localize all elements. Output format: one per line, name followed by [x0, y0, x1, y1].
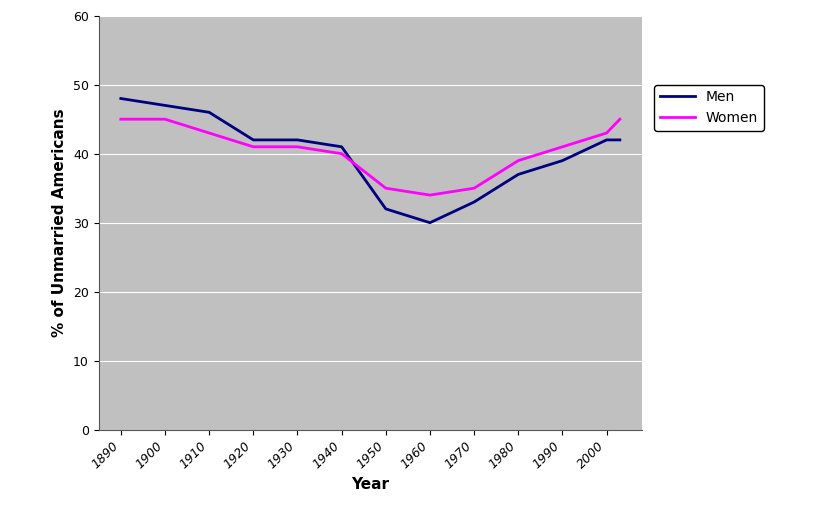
Men: [514, 171, 523, 178]
Men: [249, 137, 258, 143]
Women: [469, 185, 479, 191]
Women: [381, 185, 391, 191]
Men: [469, 199, 479, 205]
Men: [116, 95, 126, 102]
Women: [160, 116, 170, 123]
Legend: Men, Women: Men, Women: [654, 85, 764, 131]
Men: [337, 144, 346, 150]
Men: [292, 137, 302, 143]
Women: [615, 116, 625, 123]
Men: [602, 137, 611, 143]
Men: [381, 206, 391, 212]
Men: [425, 220, 435, 226]
Y-axis label: % of Unmarried Americans: % of Unmarried Americans: [53, 108, 67, 337]
Women: [602, 130, 611, 136]
Women: [425, 192, 435, 198]
Women: [337, 150, 346, 157]
Women: [514, 157, 523, 163]
Women: [292, 144, 302, 150]
X-axis label: Year: Year: [351, 477, 389, 492]
Line: Women: Women: [121, 119, 620, 195]
Men: [204, 109, 214, 115]
Men: [615, 137, 625, 143]
Women: [557, 144, 567, 150]
Line: Men: Men: [121, 99, 620, 223]
Men: [160, 102, 170, 108]
Women: [249, 144, 258, 150]
Women: [116, 116, 126, 123]
Men: [557, 157, 567, 163]
Women: [204, 130, 214, 136]
